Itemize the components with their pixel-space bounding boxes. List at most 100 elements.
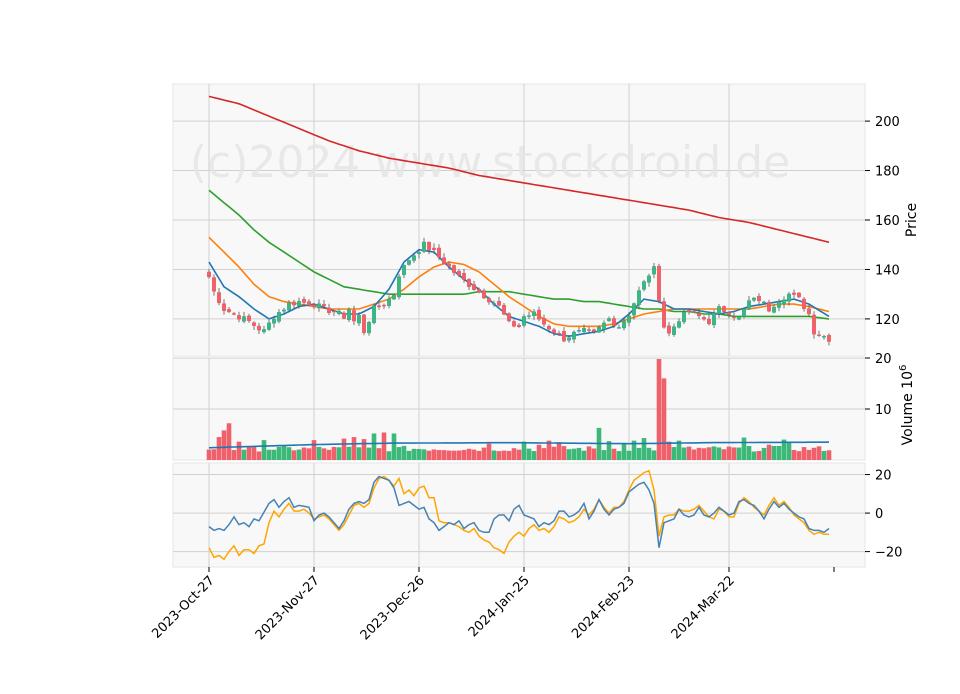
candle-body [402, 265, 406, 276]
volume-bar [551, 446, 557, 460]
candle-body [237, 315, 241, 320]
price-tick-label: 200 [875, 115, 900, 130]
candle-body [737, 317, 741, 320]
candle-body [522, 316, 526, 326]
candle-body [312, 304, 316, 308]
volume-bar [251, 446, 257, 460]
candle-body [317, 303, 321, 309]
volume-bar [731, 447, 737, 460]
candle-body [587, 329, 591, 331]
volume-bar [726, 446, 732, 460]
price-axis-label: Price [904, 203, 920, 237]
candle-body [657, 265, 661, 302]
candle-body [397, 276, 401, 298]
volume-bar [341, 438, 347, 460]
volume-bar [291, 450, 297, 460]
candle-body [682, 311, 686, 323]
volume-bar [426, 450, 432, 460]
candle-body [792, 292, 796, 295]
candle-body [747, 300, 751, 310]
candle-body [767, 302, 771, 312]
candle-body [347, 309, 351, 321]
volume-bar [266, 449, 272, 460]
candle-body [727, 312, 731, 315]
volume-bar [206, 449, 212, 460]
volume-bar [741, 437, 747, 460]
candle-body [757, 296, 761, 302]
volume-bar [276, 446, 282, 460]
x-tick-label: 2023-Oct-27 [149, 573, 217, 641]
volume-average-line [208, 441, 830, 449]
volume-bar [236, 441, 242, 460]
volume-bar [756, 450, 762, 460]
volume-bar [491, 450, 497, 460]
volume-bar [661, 378, 667, 460]
volume-bar [751, 451, 757, 460]
candle-body [532, 311, 536, 317]
volume-bar [516, 449, 522, 460]
volume-bar [471, 449, 477, 460]
volume-bar [301, 447, 307, 460]
volume-bar [651, 450, 657, 460]
volume-bar [376, 448, 382, 460]
candle-body [407, 260, 411, 265]
candle-body [807, 308, 811, 315]
volume-axis-label-text: Volume 10 [900, 371, 916, 445]
volume-bar [666, 441, 672, 460]
candle-body [692, 311, 696, 313]
candle-body [607, 318, 611, 322]
oscillator-panel-background [172, 462, 866, 568]
volume-bar [816, 446, 822, 460]
candle-body [382, 304, 386, 307]
volume-bar [256, 451, 262, 460]
volume-bar [431, 449, 437, 460]
volume-bar [736, 447, 742, 460]
candle-body [217, 292, 221, 304]
candle-body [467, 279, 471, 287]
candle-body [297, 301, 301, 306]
volume-bar [456, 450, 462, 460]
candle-body [542, 318, 546, 325]
candle-body [507, 313, 511, 322]
volume-bar [331, 446, 337, 460]
candle-body [222, 303, 226, 311]
candle-body [577, 330, 581, 332]
volume-bar [366, 447, 372, 460]
candle-body [817, 334, 821, 337]
candle-body [352, 310, 356, 322]
volume-bar [221, 430, 227, 460]
candle-body [282, 309, 286, 312]
volume-axis-label: Volume 106 [898, 365, 916, 446]
volume-bar [511, 448, 517, 460]
x-tick-label: 2024-Mar-22 [669, 573, 738, 642]
candle-body [677, 321, 681, 328]
volume-bar [826, 450, 832, 460]
volume-bar [371, 433, 377, 460]
volume-tick-label: 10 [875, 403, 892, 418]
candle-body [247, 315, 251, 322]
candle-body [412, 255, 416, 261]
candle-body [252, 322, 256, 326]
volume-bar [811, 447, 817, 460]
volume-bar [801, 447, 807, 460]
volume-bar [526, 448, 532, 460]
candle-body [387, 298, 391, 306]
volume-bar [286, 447, 292, 460]
candle-body [822, 336, 826, 338]
candle-body [262, 329, 266, 333]
volume-bar [486, 443, 492, 460]
volume-bar [436, 450, 442, 460]
candle-body [477, 288, 481, 293]
volume-tick-label: 20 [875, 352, 892, 367]
candle-body [442, 257, 446, 264]
volume-bar [326, 449, 332, 460]
volume-bar [336, 447, 342, 460]
candle-body [782, 299, 786, 305]
oscillator-tick-label: 0 [875, 507, 883, 522]
candle-body [582, 328, 586, 332]
volume-bar [711, 446, 717, 460]
candle-body [302, 299, 306, 303]
candle-body [647, 275, 651, 283]
candle-body [432, 247, 436, 250]
